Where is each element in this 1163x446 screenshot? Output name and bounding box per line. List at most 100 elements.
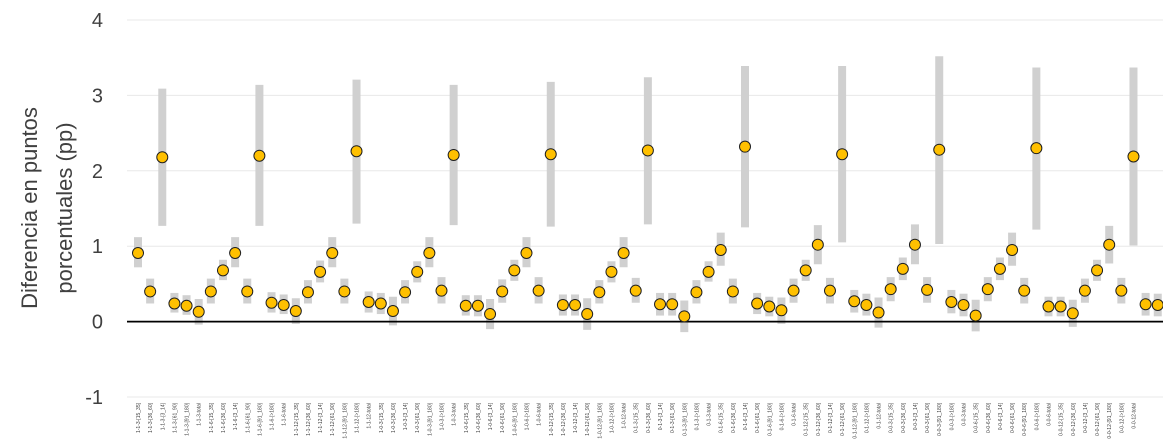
x-tick-label: 1-0-12-[91_180] [597,402,603,438]
x-tick-label: 1-0-6-[61_90] [500,402,506,433]
x-tick-label: 0-0-3-[61_90] [925,402,931,433]
data-point [1042,300,1055,313]
x-tick-label: 0-0-12-[91_180] [1107,402,1113,438]
data-point [338,285,351,298]
x-tick-label: 0-0-6-[36_60] [986,402,992,433]
data-point [520,246,533,259]
y-tick-label: 2 [92,161,103,183]
data-point [1139,298,1152,311]
x-tick-label: 1-1-12-[3_14] [318,402,324,433]
data-point [993,262,1006,275]
x-tick-labels: 1-1-3-[15_35] 1-1-3-[36_60] 1-1-3-[3_14] 1-… [136,402,1137,438]
x-tick-label: 1-0-6-[>180] [524,402,530,430]
data-point [884,283,897,296]
y-tick-label: 0 [92,312,103,334]
x-tick-label: 1-1-12-[>180] [355,402,361,433]
x-tick-label: 0-1-12-[91_180] [852,402,858,438]
x-tick-label: 0-1-3-[>180] [694,402,700,430]
data-point [447,148,460,161]
data-point [823,284,836,297]
data-point [289,305,302,318]
x-tick-label: 1-0-6-total [537,403,543,426]
data-point [544,148,557,161]
data-point [229,246,242,259]
x-tick-label: 0-1-3-[3_14] [658,402,664,430]
data-point [132,246,144,259]
data-point [1078,284,1091,297]
data-point [180,299,193,312]
x-tick-label: 1-1-3-[15_35] [136,402,142,433]
data-point [969,309,982,322]
x-tick-label: 0-0-6-[91_180] [1022,402,1028,435]
data-point [641,144,654,157]
data-point [957,299,970,312]
data-point [629,284,642,297]
x-tick-label: 0-1-3-[61_90] [670,402,676,433]
x-tick-label: 0-1-6-[36_60] [731,402,737,433]
data-point [471,299,484,312]
data-point [787,284,800,297]
interval-bars [134,56,1162,333]
x-tick-label: 0-1-6-[15_35] [719,402,725,433]
data-point [532,284,545,297]
data-point [156,151,169,164]
x-tick-label: 1-0-12-[61_90] [585,402,591,435]
data-point [484,308,497,321]
data-point [350,145,363,158]
data-point [1030,142,1043,155]
x-tick-label: 0-1-12-[3_14] [828,402,834,433]
x-tick-label: 1-1-6-[61_90] [245,402,251,433]
x-tick-label: 1-0-3-[36_60] [391,402,397,433]
data-point [423,246,436,259]
data-point [301,286,314,299]
x-tick-label: 1-0-12-[36_60] [561,402,567,435]
x-tick-label: 1-1-12-[15_35] [294,402,300,435]
y-tick-label: 3 [92,85,103,107]
x-tick-label: 0-0-12-[36_60] [1071,402,1077,435]
data-point [1066,307,1079,320]
data-point [702,265,715,278]
x-tick-label: 1-1-3-[61_90] [172,402,178,433]
x-tick-label: 1-0-3-[15_35] [379,402,385,433]
x-tick-label: 0-1-6-[>180] [779,402,785,430]
x-tick-label: 1-0-3-total [452,403,458,426]
x-tick-label: 1-1-12-[61_90] [330,402,336,435]
x-tick-label: 1-1-12-[36_60] [306,402,312,435]
x-tick-label: 0-1-12-total [877,403,883,429]
x-tick-label: 1-1-3-total [197,403,203,426]
data-point [192,305,205,318]
x-tick-label: 1-0-6-[36_60] [476,402,482,433]
data-point [763,300,776,313]
x-tick-label: 0-0-3-[3_14] [913,402,919,430]
x-tick-label: 0-0-6-[>180] [1034,402,1040,430]
x-tick-label: 1-1-3-[3_14] [160,402,166,430]
x-tick-label: 1-1-6-[15_35] [209,402,215,433]
data-point [144,285,157,298]
data-point [836,148,849,161]
data-point [386,305,399,318]
x-tick-label: 0-1-3-[15_35] [634,402,640,433]
x-tick-label: 1-0-3-[>180] [440,402,446,430]
x-tick-label: 0-0-12-[15_35] [1059,402,1065,435]
data-point [714,243,727,256]
data-point [204,285,217,298]
x-tick-label: 1-1-3-[36_60] [148,402,154,433]
x-tick-label: 0-0-6-[61_90] [1010,402,1016,433]
x-tick-label: 1-1-6-[91_180] [257,402,263,435]
data-point [1151,299,1163,312]
x-tick-label: 0-0-6-[3_14] [998,402,1004,430]
x-tick-label: 0-0-12-[61_90] [1095,402,1101,435]
data-point [678,310,691,323]
data-point [751,297,764,310]
data-point [933,143,946,156]
x-tick-label: 0-0-6-[15_35] [974,402,980,433]
data-point [435,284,448,297]
x-tick-label: 1-1-6-[3_14] [233,402,239,430]
x-tick-label: 1-1-12-total [367,403,373,429]
data-point [362,295,375,308]
data-point [775,304,788,317]
x-tick-label: 1-1-3-[91_180] [185,402,191,435]
x-tick-label: 1-0-12-total [622,403,628,429]
data-point [654,298,667,311]
data-point [556,299,569,312]
